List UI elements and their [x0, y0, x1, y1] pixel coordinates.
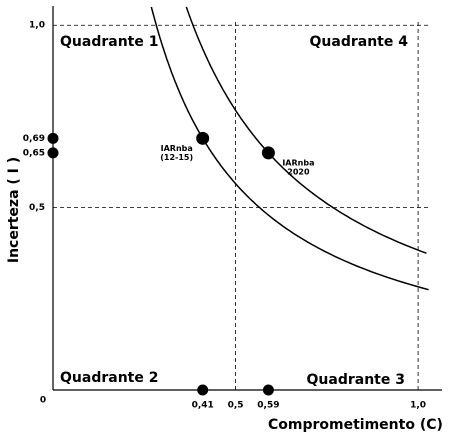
- point: [261, 146, 275, 160]
- curve: [150, 6, 429, 291]
- curve: [185, 6, 427, 254]
- point-label: (12-15): [160, 153, 193, 162]
- point: [197, 384, 209, 396]
- quadrant-label: Quadrante 2: [60, 370, 158, 386]
- y-tick-label: 0,65: [23, 148, 45, 158]
- point: [262, 384, 274, 396]
- point-label: 2020: [287, 167, 310, 176]
- point-label: IARnba: [282, 158, 314, 167]
- y-axis-label: Incerteza ( I ): [6, 157, 22, 263]
- point-label: IARnba: [161, 144, 193, 153]
- quadrant-label: Quadrante 3: [307, 372, 405, 388]
- x-tick-label: 0,5: [228, 401, 244, 411]
- y-tick-label: 0,5: [29, 203, 45, 213]
- x-tick-label: 0,41: [192, 401, 214, 411]
- point: [47, 132, 59, 144]
- quadrant-label: Quadrante 1: [60, 34, 158, 50]
- quadrant-label: Quadrante 4: [310, 34, 409, 50]
- x-tick-label: 0,59: [257, 401, 279, 411]
- x-tick-label: 1,0: [410, 401, 426, 411]
- point: [47, 147, 59, 159]
- x-tick-label: 0: [40, 396, 46, 406]
- y-tick-label: 1,0: [29, 21, 45, 31]
- y-tick-label: 0,69: [23, 134, 45, 144]
- x-axis-label: Comprometimento (C): [268, 417, 443, 433]
- point: [196, 131, 210, 145]
